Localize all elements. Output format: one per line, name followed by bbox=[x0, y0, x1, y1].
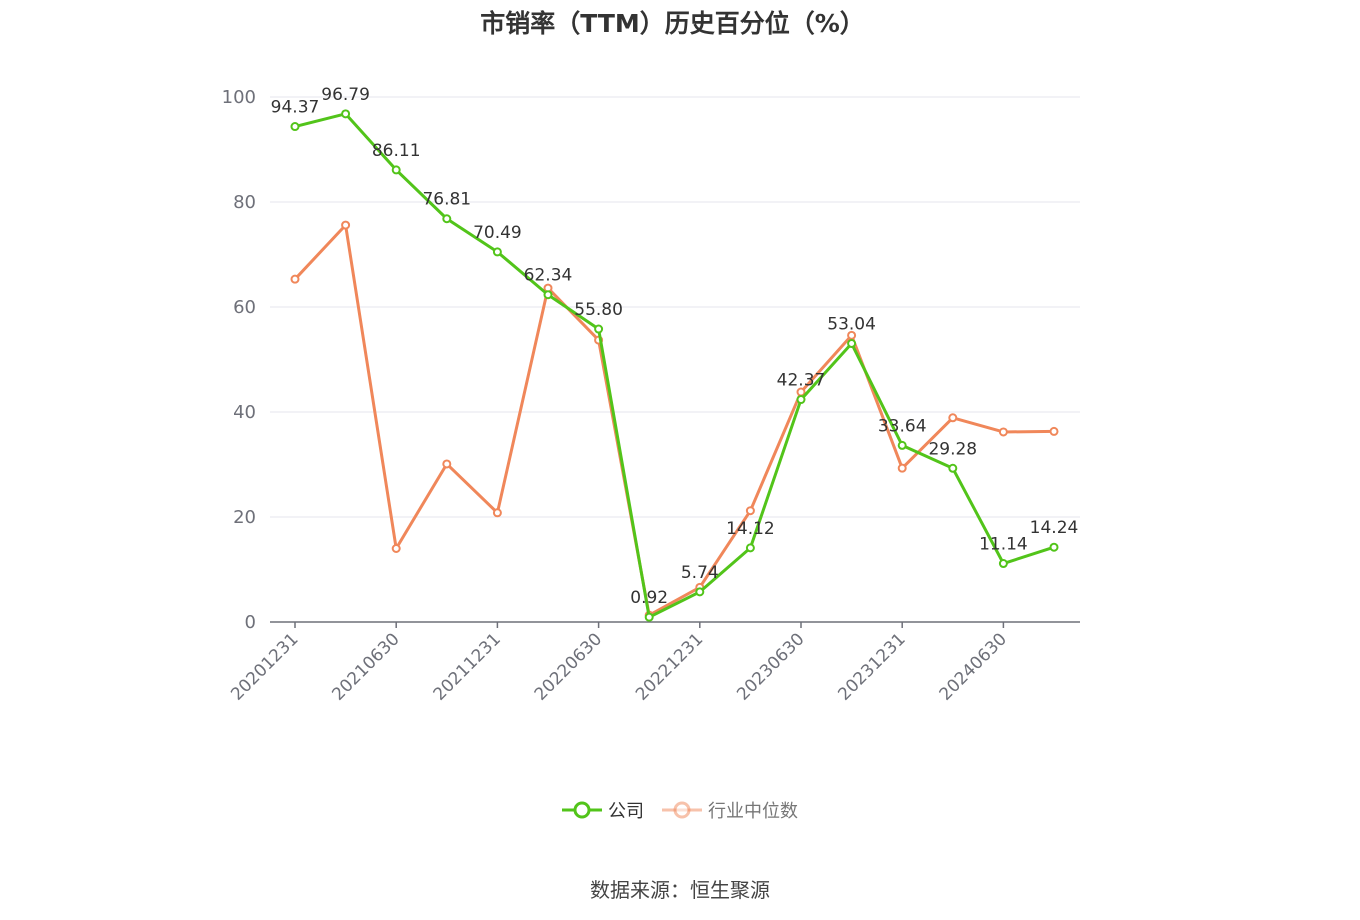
data-point-industry[interactable] bbox=[492, 508, 502, 518]
data-label: 96.79 bbox=[321, 85, 370, 105]
data-point-company[interactable] bbox=[745, 543, 755, 553]
data-label: 14.24 bbox=[1030, 518, 1079, 538]
line-chart: 0 20 40 60 80 100 20201231 20210630 20211231 2022… bbox=[222, 85, 1080, 705]
data-label: 14.12 bbox=[726, 519, 775, 539]
x-tick-label: 20220630 bbox=[531, 629, 606, 704]
data-point-company[interactable] bbox=[695, 587, 705, 597]
y-tick-label: 80 bbox=[233, 192, 256, 213]
data-point-company[interactable] bbox=[290, 122, 300, 132]
data-label: 42.37 bbox=[777, 371, 826, 391]
data-label: 94.37 bbox=[271, 98, 320, 118]
legend-item-industry[interactable]: 行业中位数 bbox=[662, 797, 798, 823]
data-label: 11.14 bbox=[979, 535, 1028, 555]
data-label: 70.49 bbox=[473, 223, 522, 243]
data-label: 76.81 bbox=[422, 190, 471, 210]
data-point-industry[interactable] bbox=[847, 330, 857, 340]
data-point-company[interactable] bbox=[442, 214, 452, 224]
x-tick-label: 20201231 bbox=[227, 629, 302, 704]
data-point-company[interactable] bbox=[948, 463, 958, 473]
data-point-industry[interactable] bbox=[998, 427, 1008, 437]
x-tick-label: 20211231 bbox=[430, 629, 505, 704]
data-label: 29.28 bbox=[928, 439, 977, 459]
data-point-industry[interactable] bbox=[341, 220, 351, 230]
x-tick-label: 20240630 bbox=[936, 629, 1011, 704]
legend-industry-label: 行业中位数 bbox=[708, 801, 798, 822]
data-label: 86.11 bbox=[372, 141, 421, 161]
grid-lines bbox=[270, 96, 1080, 518]
series bbox=[290, 109, 1059, 622]
x-tick-label: 20231231 bbox=[834, 629, 909, 704]
data-point-company[interactable] bbox=[391, 165, 401, 175]
x-tick-label: 20221231 bbox=[632, 629, 707, 704]
data-point-industry[interactable] bbox=[290, 274, 300, 284]
legend-industry-icon bbox=[662, 801, 702, 819]
data-point-industry[interactable] bbox=[391, 544, 401, 553]
data-point-industry[interactable] bbox=[1049, 426, 1059, 436]
series-line-industry bbox=[293, 223, 1055, 617]
data-point-company[interactable] bbox=[1049, 542, 1059, 552]
data-point-industry[interactable] bbox=[948, 413, 958, 423]
legend-company-icon bbox=[562, 801, 602, 819]
data-point-industry[interactable] bbox=[897, 463, 907, 473]
legend-company-label: 公司 bbox=[608, 801, 644, 822]
data-point-industry[interactable] bbox=[442, 459, 452, 469]
data-point-company[interactable] bbox=[341, 109, 351, 119]
data-label: 5.74 bbox=[681, 563, 719, 583]
data-point-company[interactable] bbox=[998, 559, 1008, 569]
chart-title: 市销率（TTM）历史百分位（%） bbox=[480, 9, 865, 38]
legend-item-company[interactable]: 公司 bbox=[562, 797, 644, 823]
y-tick-label: 60 bbox=[233, 297, 256, 318]
data-point-company[interactable] bbox=[492, 247, 502, 257]
data-point-company[interactable] bbox=[897, 440, 907, 450]
data-point-company[interactable] bbox=[796, 395, 806, 405]
data-point-company[interactable] bbox=[594, 324, 604, 334]
x-tick-label: 20230630 bbox=[733, 629, 808, 704]
data-point-industry[interactable] bbox=[745, 506, 755, 516]
y-tick-label: 40 bbox=[233, 402, 256, 423]
series-line-company bbox=[294, 112, 1055, 619]
data-label: 62.34 bbox=[524, 266, 573, 286]
data-point-company[interactable] bbox=[543, 290, 553, 300]
legend: 公司 行业中位数 bbox=[0, 796, 1360, 824]
data-source: 数据来源：恒生聚源 bbox=[590, 878, 770, 902]
data-label: 0.92 bbox=[630, 588, 668, 608]
data-point-company[interactable] bbox=[644, 612, 654, 622]
y-tick-label: 100 bbox=[222, 87, 256, 108]
data-label: 33.64 bbox=[878, 416, 927, 436]
y-tick-label: 20 bbox=[233, 507, 256, 528]
data-label: 53.04 bbox=[827, 315, 876, 335]
x-tick-label: 20210630 bbox=[328, 629, 403, 704]
data-label: 55.80 bbox=[574, 300, 623, 320]
y-tick-label: 0 bbox=[245, 612, 256, 633]
data-point-company[interactable] bbox=[847, 339, 857, 349]
